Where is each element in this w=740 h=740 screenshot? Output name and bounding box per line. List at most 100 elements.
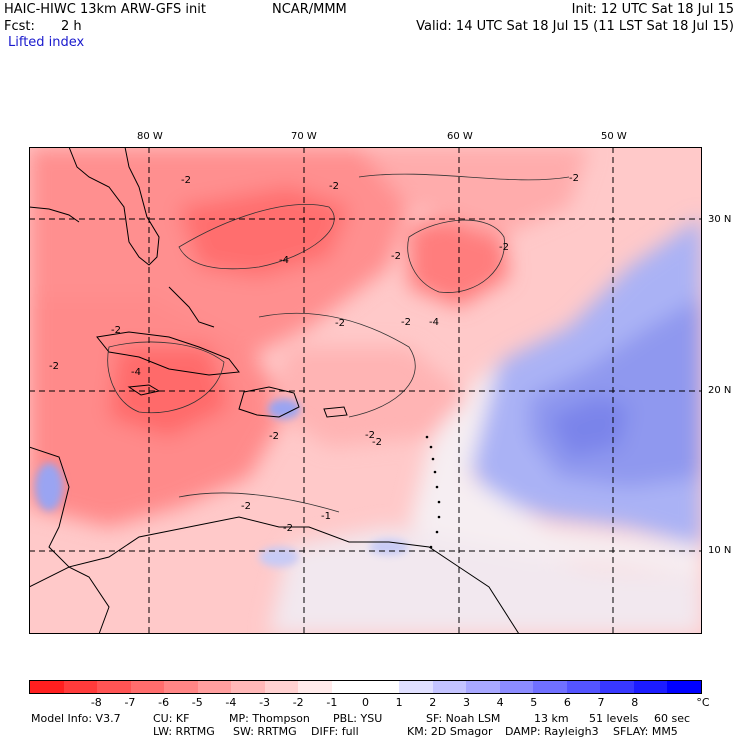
field-shading (29, 147, 702, 634)
spot-hispaniola (268, 399, 300, 419)
colorbar-label: 1 (395, 696, 403, 709)
stable-max (549, 397, 629, 457)
caribbean-max (109, 347, 229, 437)
contour-label: -4 (279, 255, 289, 266)
fcst-key: Fcst: (4, 19, 35, 34)
contour-atlantic (178, 204, 335, 270)
colorbar-label: 3 (462, 696, 470, 709)
colorbar-box (197, 681, 232, 693)
spot-central-america (35, 463, 63, 511)
lat-label-30n: 30 N (708, 214, 732, 225)
info-km: KM: 2D Smagor (407, 725, 493, 738)
title-text: HAIC-HIWC 13km ARW-GFS init (4, 2, 206, 17)
neutral-band (409, 362, 702, 577)
contour-label: -2 (241, 501, 251, 512)
colorbar-box (499, 681, 534, 693)
colorbar-box (130, 681, 165, 693)
bahamas (168, 286, 215, 328)
colorbar-label: 2 (429, 696, 437, 709)
contour-label: -1 (321, 511, 331, 522)
contour-label: -4 (429, 317, 439, 328)
info-lw: LW: RRTMG (153, 725, 215, 738)
graticule (29, 147, 702, 634)
florida-coast (68, 147, 160, 266)
colorbar-box (633, 681, 668, 693)
island (433, 470, 437, 474)
contour-label: -2 (391, 251, 401, 262)
model-info-line1: Model Info: V3.7 (31, 712, 121, 725)
info-sf: SF: Noah LSM (426, 712, 501, 725)
colorbar-label: 5 (530, 696, 538, 709)
colorbar-box (231, 681, 265, 693)
colorbar-label: -4 (225, 696, 237, 709)
contour-label: -2 (365, 430, 375, 441)
contour-north (358, 173, 570, 181)
init-time: Init: 12 UTC Sat 18 Jul 15 (571, 2, 734, 17)
info-sw: SW: RRTMG (233, 725, 297, 738)
north-moderate (359, 147, 589, 237)
colorbar-label: -7 (124, 696, 136, 709)
contour-label: -2 (372, 437, 382, 448)
lon-label-70w: 70 W (291, 131, 317, 142)
map-frame (29, 147, 702, 634)
lat-label-20n: 20 N (708, 385, 732, 396)
island (435, 485, 439, 489)
colorbar-box (365, 681, 400, 693)
lon-label-60w: 60 W (447, 131, 473, 142)
info-res: 13 km (534, 712, 569, 725)
colorbar-box (667, 681, 701, 693)
colorbar-label: -3 (259, 696, 271, 709)
panama-coast (29, 566, 110, 634)
colorbar (29, 680, 702, 694)
colorbar-label: -8 (90, 696, 102, 709)
island (437, 515, 441, 519)
org-label: NCAR/MMM (272, 2, 347, 17)
island (437, 500, 441, 504)
info-diff: DIFF: full (311, 725, 359, 738)
info-version: Model Info: V3.7 (31, 712, 121, 725)
lifted-index-map: -2 -2 -2 -4 -2 -2 -2 -4 -2 -2 -4 -2 -2 -… (29, 147, 702, 634)
colorbar-label: 4 (496, 696, 504, 709)
hispaniola (238, 386, 300, 418)
island (429, 445, 433, 449)
contour-label: -2 (49, 361, 59, 372)
colorbar-box (264, 681, 299, 693)
island (431, 457, 435, 461)
puerto-rico (323, 406, 348, 418)
colorbar-box (600, 681, 634, 693)
info-cu: CU: KF (153, 712, 190, 725)
contour-label: -2 (401, 317, 411, 328)
colorbar-label: -5 (191, 696, 203, 709)
island (429, 545, 433, 549)
info-mp: MP: Thompson (229, 712, 310, 725)
colorbar-label: -6 (158, 696, 170, 709)
atlantic-max (179, 187, 349, 277)
colorbar-box (63, 681, 98, 693)
spot-venezuela (259, 547, 299, 567)
contour-label: -4 (131, 367, 141, 378)
lon-label-80w: 80 W (137, 131, 163, 142)
contour-label: -2 (283, 523, 293, 534)
colorbar-label: 7 (597, 696, 605, 709)
info-damp: DAMP: Rayleigh3 (505, 725, 599, 738)
lat-label-10n: 10 N (708, 545, 732, 556)
colorbar-label: -1 (326, 696, 338, 709)
contour-label: -2 (569, 173, 579, 184)
colorbar-box (466, 681, 500, 693)
south-neutral (269, 527, 702, 634)
contour-label: -2 (181, 175, 191, 186)
cuba (96, 331, 240, 376)
contour-caribbean (107, 341, 225, 414)
colorbar-unit: °C (696, 696, 710, 709)
colorbar-label: 0 (362, 696, 369, 709)
contour-label: -2 (329, 181, 339, 192)
colorbar-box (97, 681, 131, 693)
info-timestep: 60 sec (654, 712, 691, 725)
colorbar-box (566, 681, 601, 693)
lon-label-50w: 50 W (601, 131, 627, 142)
colorbar-label: 6 (563, 696, 571, 709)
spot-guyana (369, 539, 409, 555)
contour-label: -2 (269, 431, 279, 442)
contour-label-group: -2 -2 -2 -4 -2 -2 -2 -4 -2 -2 -4 -2 -2 -… (49, 173, 579, 534)
info-pbl: PBL: YSU (333, 712, 383, 725)
